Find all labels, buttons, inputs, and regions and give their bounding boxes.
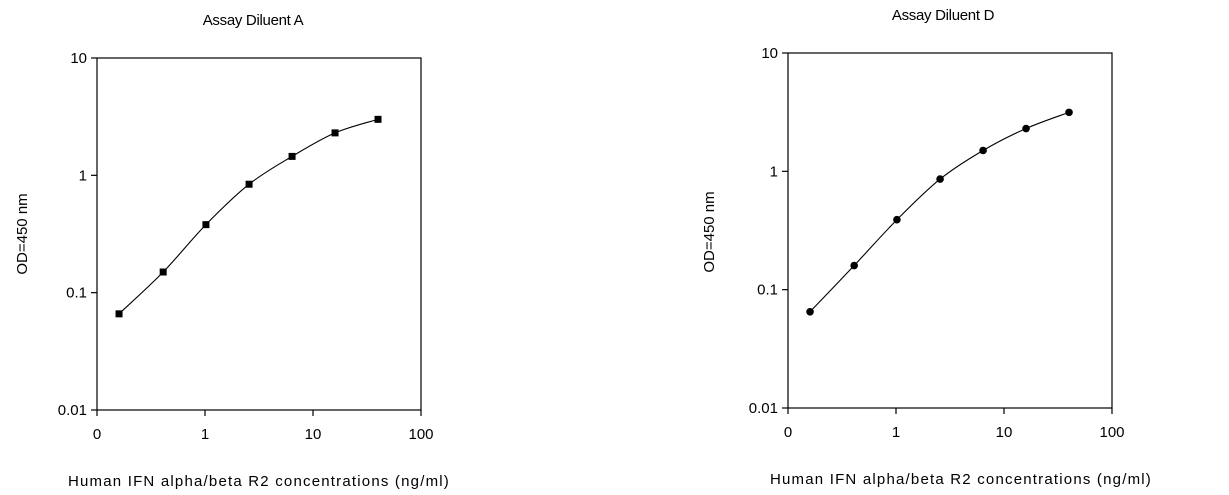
y-tick-label: 1 <box>79 167 87 184</box>
plot-frame <box>96 57 422 411</box>
data-point-marker <box>159 268 167 276</box>
data-point-marker <box>115 310 123 318</box>
x-axis-label: Human IFN alpha/beta R2 concentrations (… <box>770 471 1152 488</box>
x-tick-label: 10 <box>996 424 1013 441</box>
x-tick-label: 10 <box>305 426 322 443</box>
chart-title: Assay Diluent A <box>203 12 304 29</box>
data-point-marker <box>202 221 210 229</box>
series-line <box>118 118 379 315</box>
y-tick-label: 0.1 <box>66 285 87 302</box>
data-point-marker <box>331 129 339 137</box>
y-axis-label: OD=450 nm <box>701 191 718 272</box>
x-axis-label: Human IFN alpha/beta R2 concentrations (… <box>68 473 450 490</box>
data-point-marker <box>850 261 858 270</box>
data-point-marker <box>1065 108 1073 117</box>
y-tick-label: 0.1 <box>757 282 778 299</box>
data-point-marker <box>893 215 901 224</box>
x-tick-label: 100 <box>1099 424 1124 441</box>
data-point-marker <box>374 115 382 123</box>
x-tick-label: 1 <box>201 426 209 443</box>
data-point-marker <box>806 308 814 316</box>
y-tick-label: 1 <box>770 163 778 180</box>
x-tick-label: 100 <box>408 426 433 443</box>
y-axis-label: OD=450 nm <box>14 193 31 274</box>
x-tick-label: 0 <box>784 424 792 441</box>
x-tick-label: 0 <box>93 426 101 443</box>
series-line <box>809 111 1070 313</box>
data-point-marker <box>979 146 987 155</box>
data-point-marker <box>288 152 296 160</box>
y-tick-label: 0.01 <box>58 402 87 419</box>
y-tick-label: 10 <box>70 50 87 67</box>
data-point-marker <box>936 175 944 183</box>
chart-title: Assay Diluent D <box>892 7 995 24</box>
plot-frame <box>787 52 1113 409</box>
y-tick-label: 0.01 <box>749 400 778 417</box>
y-tick-label: 10 <box>761 45 778 62</box>
x-tick-label: 1 <box>892 424 900 441</box>
data-point-marker <box>245 180 253 188</box>
data-point-marker <box>1022 124 1030 133</box>
